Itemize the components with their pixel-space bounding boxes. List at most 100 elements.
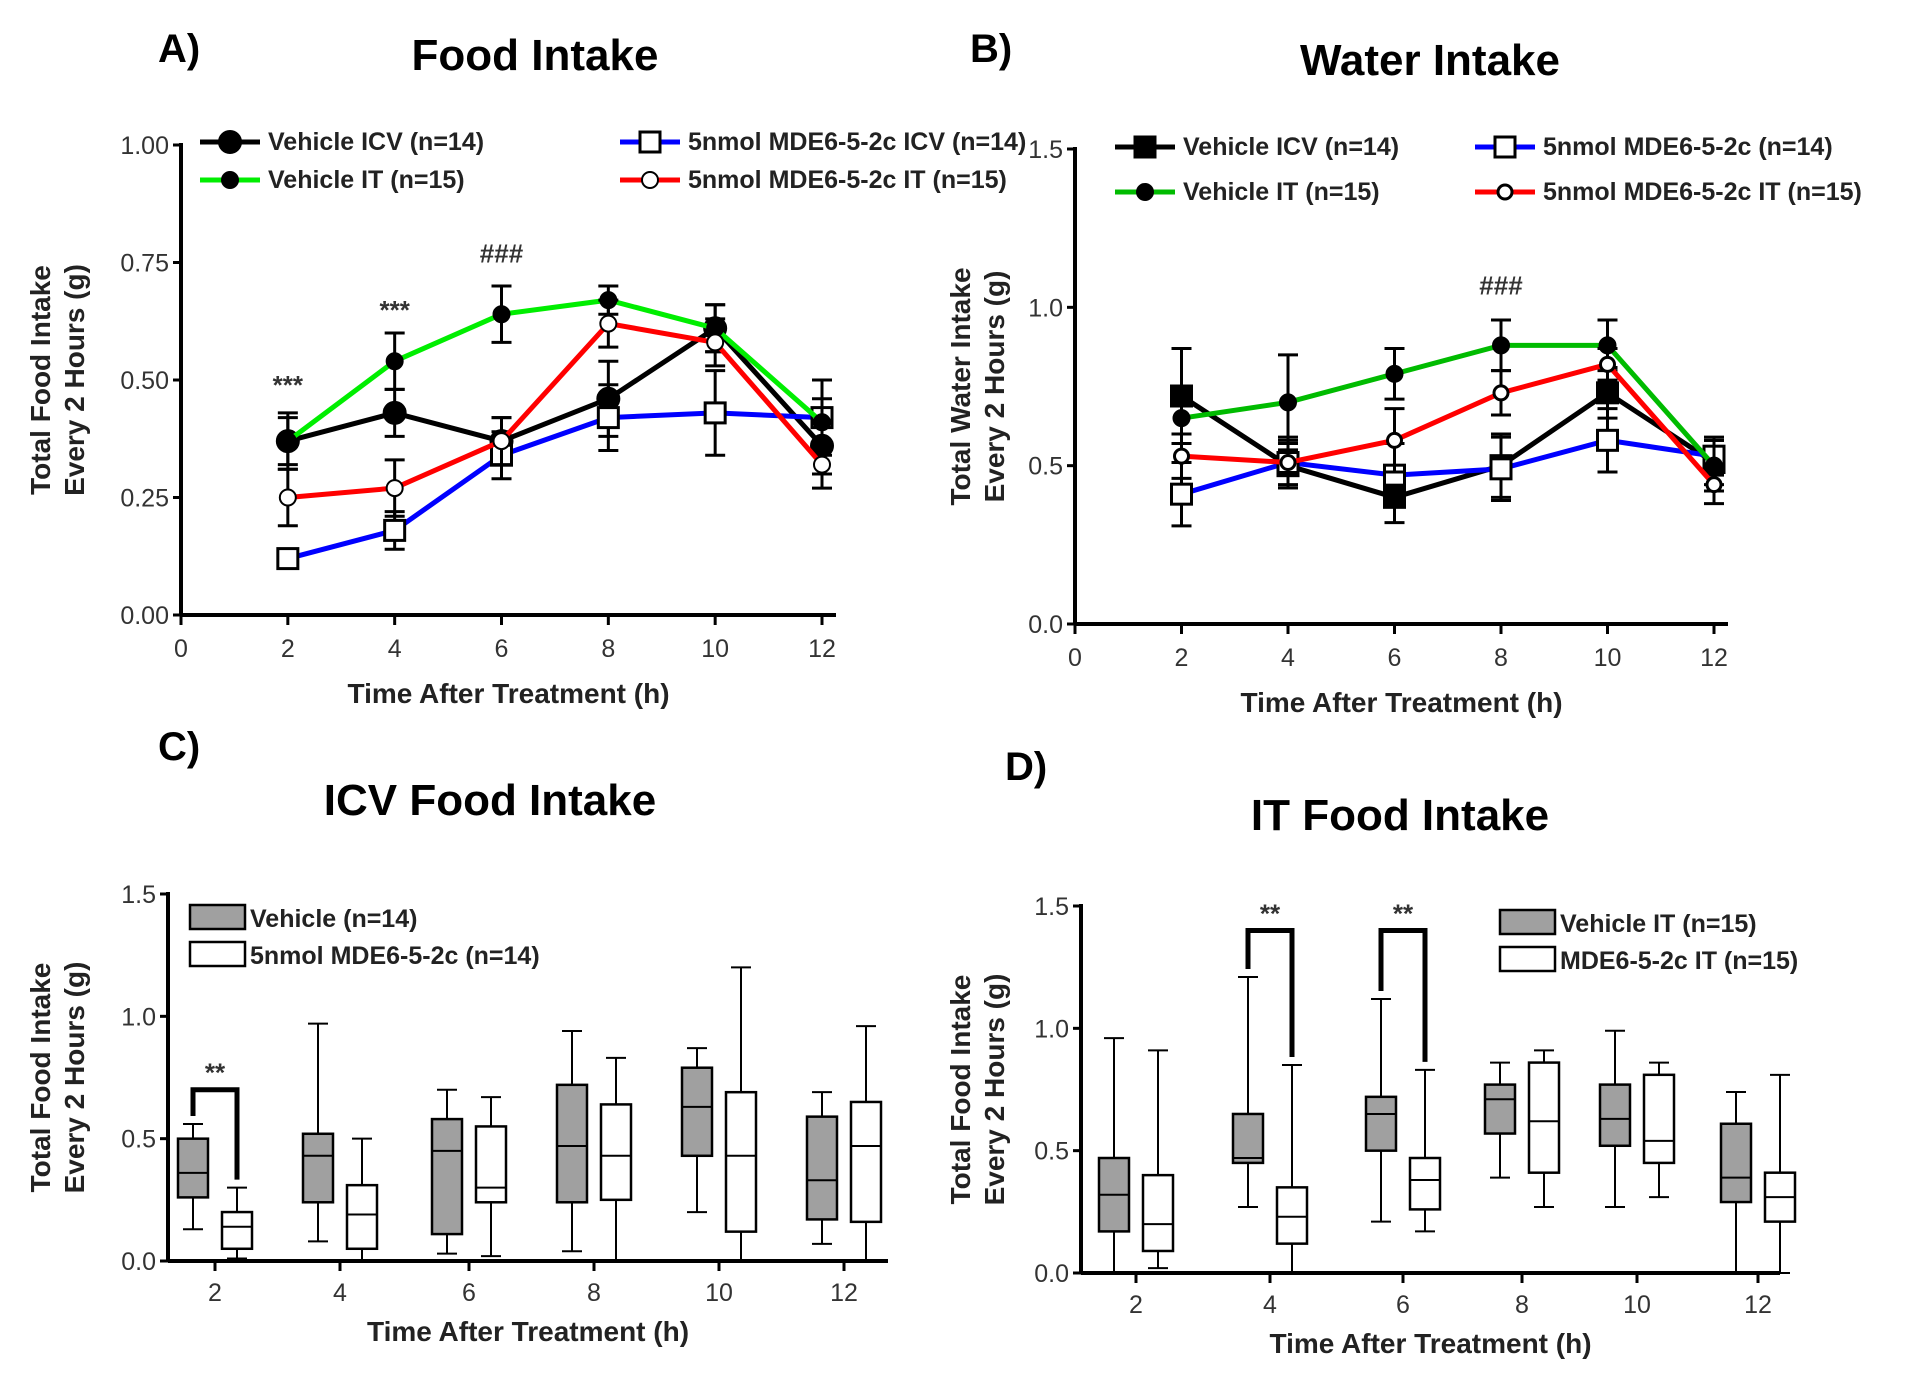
whisker — [1726, 1090, 1746, 1274]
x-tick-label: 8 — [1515, 1291, 1529, 1319]
whisker — [731, 966, 751, 1262]
marker-circle — [1172, 409, 1191, 428]
box — [680, 1066, 714, 1158]
box — [1408, 1156, 1442, 1211]
whisker — [1649, 1061, 1669, 1199]
significance-label: ** — [1260, 898, 1281, 928]
box — [555, 1083, 589, 1204]
series-5nmol MDE6-5-2c IT (n=15) — [1171, 347, 1724, 506]
box — [1719, 1122, 1753, 1204]
marker-circle — [1492, 336, 1510, 355]
x-tick-label: 4 — [388, 635, 402, 663]
box — [220, 1210, 254, 1251]
series-5nmol MDE6-5-2c IT (n=15) — [277, 298, 832, 528]
marker-square — [1489, 457, 1513, 481]
marker-diamond — [1496, 183, 1514, 201]
x-tick-label: 2 — [208, 1279, 222, 1307]
legend-label: Vehicle ICV (n=14) — [268, 128, 484, 156]
y-axis-label-line: Total Food Intake — [945, 975, 976, 1205]
panel-label: B) — [970, 27, 1012, 71]
marker-square — [1493, 135, 1517, 159]
significance-bracket — [1245, 927, 1295, 1058]
x-tick-label: 0 — [1068, 644, 1082, 672]
marker-square — [1170, 482, 1193, 506]
marker-circle — [1279, 393, 1297, 412]
chart-title: Food Intake — [412, 31, 659, 80]
x-tick-label: 10 — [705, 1279, 733, 1307]
whisker — [1534, 1049, 1554, 1208]
series-line — [1180, 389, 1716, 500]
marker-circle — [641, 171, 659, 189]
legend-swatch — [1498, 908, 1557, 936]
box — [1141, 1173, 1175, 1253]
whisker — [1282, 1064, 1302, 1274]
y-tick-label: 1.0 — [1028, 294, 1063, 322]
box — [1231, 1112, 1265, 1165]
marker-circle — [1385, 364, 1404, 383]
y-axis-label: Total Water Intake Every 2 Hours (g) — [945, 267, 1010, 505]
x-axis-label: Time After Treatment (h) — [1269, 1328, 1591, 1359]
marker-diamond — [1279, 454, 1297, 471]
y-axis-label-line: Total Food Intake — [25, 963, 56, 1193]
legend-label: Vehicle (n=14) — [250, 905, 417, 933]
x-tick-label: 2 — [281, 635, 295, 663]
series-line — [1180, 437, 1715, 497]
x-tick-label: 12 — [1744, 1291, 1772, 1319]
marker-square — [596, 406, 620, 430]
chart-title: Water Intake — [1300, 36, 1560, 85]
whisker — [1238, 975, 1258, 1208]
y-axis-label: Total Food Intake Every 2 Hours (g) — [25, 264, 90, 496]
legend-label: 5nmol MDE6-5-2c (n=14) — [1543, 133, 1833, 161]
x-tick-label: 4 — [1263, 1291, 1277, 1319]
significance-label: ### — [480, 239, 524, 269]
box — [724, 1090, 758, 1233]
legend-label: MDE6-5-2c IT (n=15) — [1560, 947, 1798, 975]
marker-circle — [385, 352, 404, 371]
box — [849, 1100, 883, 1224]
x-axis-label: Time After Treatment (h) — [367, 1316, 689, 1347]
marker-diamond — [1492, 384, 1510, 402]
marker-square — [1133, 135, 1157, 159]
whisker — [1148, 1049, 1168, 1270]
box — [805, 1115, 839, 1221]
series-line — [287, 320, 824, 500]
box — [430, 1117, 464, 1236]
x-tick-label: 2 — [1129, 1291, 1143, 1319]
series-line — [286, 297, 824, 444]
y-tick-label: 0.5 — [121, 1126, 156, 1154]
panel-label: C) — [158, 725, 200, 769]
whisker — [308, 1022, 328, 1243]
marker-circle — [218, 130, 242, 154]
x-tick-label: 12 — [1700, 644, 1728, 672]
chart-title: ICV Food Intake — [324, 776, 656, 825]
marker-square — [383, 518, 407, 542]
box — [1527, 1061, 1561, 1174]
marker-square — [276, 547, 300, 571]
y-tick-label: 1.5 — [121, 881, 156, 909]
series-MDE6-5-2c IT (n=15) — [1141, 1049, 1797, 1274]
whisker — [183, 1122, 203, 1231]
legend-swatch — [1498, 945, 1557, 973]
legend-label: Vehicle IT (n=15) — [268, 166, 465, 194]
series-line — [1181, 361, 1716, 487]
marker-square — [1596, 428, 1619, 452]
x-tick-label: 4 — [333, 1279, 347, 1307]
box — [1642, 1073, 1676, 1165]
marker-circle — [492, 305, 511, 324]
box — [1275, 1186, 1309, 1245]
whisker — [687, 1047, 707, 1214]
y-tick-label: 1.00 — [120, 132, 169, 160]
series-Vehicle ICV (n=14) — [1170, 347, 1726, 525]
legend-swatch — [188, 903, 247, 931]
legend-label: Vehicle IT (n=15) — [1560, 910, 1757, 938]
marker-square — [703, 401, 727, 425]
x-tick-label: 6 — [495, 635, 509, 663]
significance-label: *** — [273, 370, 304, 400]
y-axis-label-line: Every 2 Hours (g) — [979, 271, 1010, 503]
whisker — [1104, 1037, 1124, 1274]
y-axis-label-line: Every 2 Hours (g) — [59, 962, 90, 1194]
whisker — [1770, 1073, 1790, 1274]
x-tick-label: 2 — [1175, 644, 1189, 672]
y-tick-label: 1.5 — [1028, 136, 1063, 164]
x-axis-label: Time After Treatment (h) — [347, 678, 669, 709]
